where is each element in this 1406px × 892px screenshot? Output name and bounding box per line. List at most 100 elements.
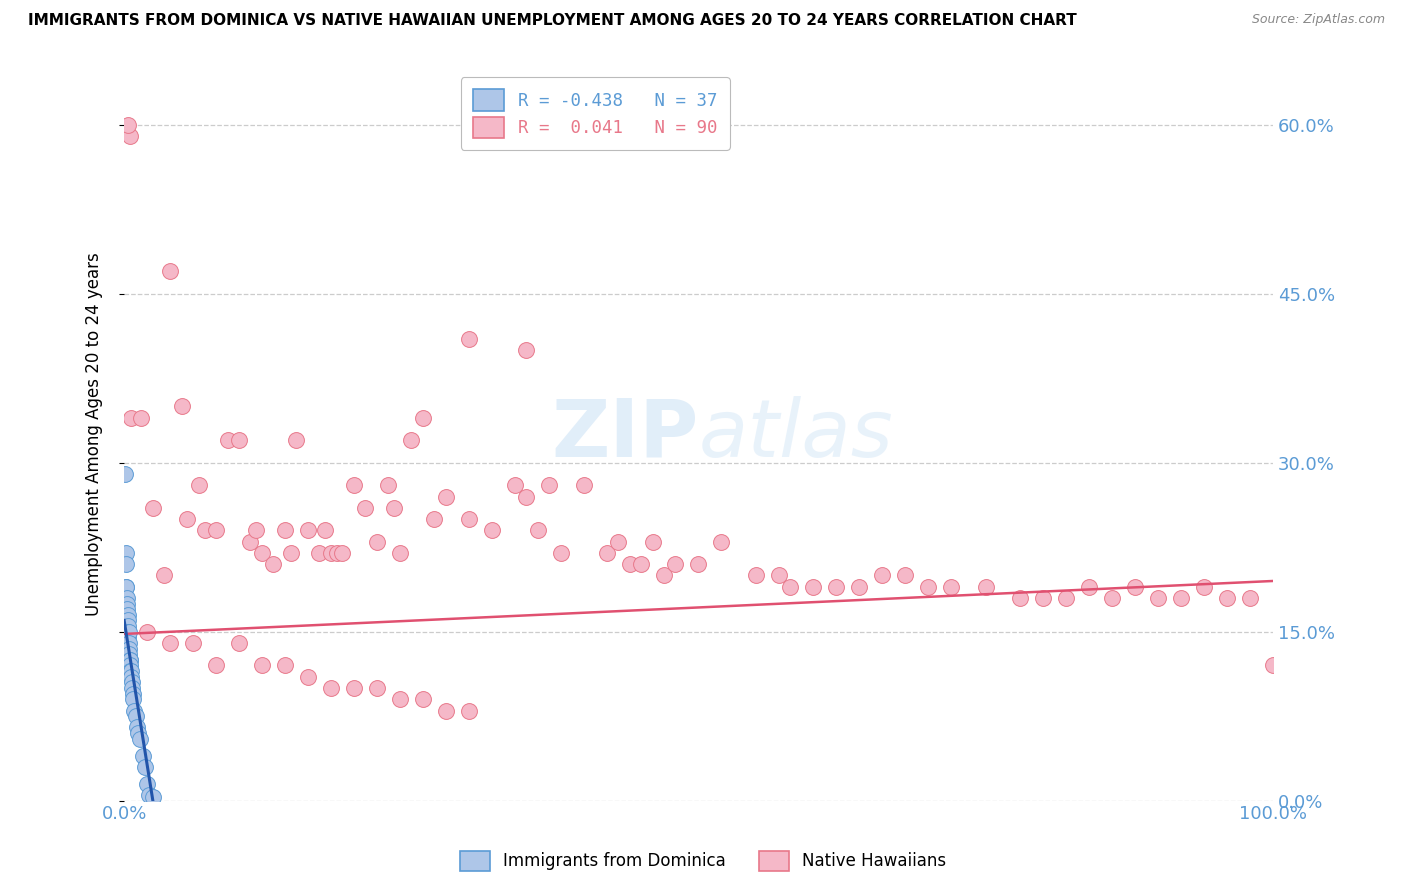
Point [377,478,399,492]
Point [134,760,156,774]
Point [228,433,250,447]
Point [193,524,215,538]
Point [187,478,209,492]
Point [181,636,204,650]
Point [652,568,675,582]
Point [1010,591,1032,605]
Point [401,433,423,447]
Point [1101,591,1123,605]
Point [120,670,142,684]
Point [239,534,262,549]
Point [870,568,893,582]
Point [1032,591,1054,605]
Point [710,534,733,549]
Point [124,704,146,718]
Point [848,580,870,594]
Point [641,534,664,549]
Point [117,619,139,633]
Point [664,557,686,571]
Point [118,658,141,673]
Point [118,129,141,144]
Point [412,692,434,706]
Point [205,658,228,673]
Point [1216,591,1239,605]
Point [117,607,139,622]
Point [538,478,561,492]
Point [114,546,136,560]
Point [457,704,479,718]
Point [1078,580,1101,594]
Point [366,681,388,695]
Point [285,433,308,447]
Point [153,568,176,582]
Point [515,490,537,504]
Point [274,524,297,538]
Point [228,636,250,650]
Point [1261,658,1284,673]
Point [572,478,595,492]
Point [434,490,457,504]
Point [250,546,273,560]
Point [917,580,939,594]
Point [382,500,405,515]
Point [768,568,790,582]
Point [170,400,193,414]
Point [115,580,138,594]
Point [124,709,146,723]
Point [550,546,572,560]
Point [262,557,284,571]
Point [388,546,411,560]
Point [115,580,138,594]
Point [122,692,145,706]
Point [245,524,267,538]
Point [217,433,239,447]
Point [176,512,198,526]
Point [319,546,342,560]
Point [801,580,824,594]
Point [125,720,148,734]
Point [131,748,153,763]
Point [343,478,366,492]
Point [138,788,160,802]
Point [515,343,537,357]
Point [297,524,319,538]
Point [481,524,503,538]
Point [457,332,479,346]
Point [205,524,228,538]
Text: Source: ZipAtlas.com: Source: ZipAtlas.com [1251,13,1385,27]
Point [120,664,142,678]
Point [308,546,330,560]
Point [274,658,297,673]
Point [688,557,710,571]
Point [118,653,141,667]
Point [595,546,617,560]
Point [117,602,139,616]
Point [121,681,143,695]
Point [619,557,641,571]
Point [1239,591,1261,605]
Y-axis label: Unemployment Among Ages 20 to 24 years: Unemployment Among Ages 20 to 24 years [86,252,103,616]
Text: ZIP: ZIP [551,395,699,474]
Point [117,624,139,639]
Point [121,687,143,701]
Point [142,500,165,515]
Point [343,681,366,695]
Point [159,636,181,650]
Point [120,664,142,678]
Point [423,512,446,526]
Point [630,557,652,571]
Point [118,636,141,650]
Point [1123,580,1146,594]
Point [325,546,347,560]
Point [332,546,354,560]
Text: atlas: atlas [699,395,893,474]
Point [118,647,141,661]
Point [120,410,142,425]
Point [366,534,388,549]
Point [280,546,302,560]
Point [607,534,630,549]
Point [526,524,548,538]
Text: IMMIGRANTS FROM DOMINICA VS NATIVE HAWAIIAN UNEMPLOYMENT AMONG AGES 20 TO 24 YEA: IMMIGRANTS FROM DOMINICA VS NATIVE HAWAI… [28,13,1077,29]
Point [1147,591,1170,605]
Point [136,624,159,639]
